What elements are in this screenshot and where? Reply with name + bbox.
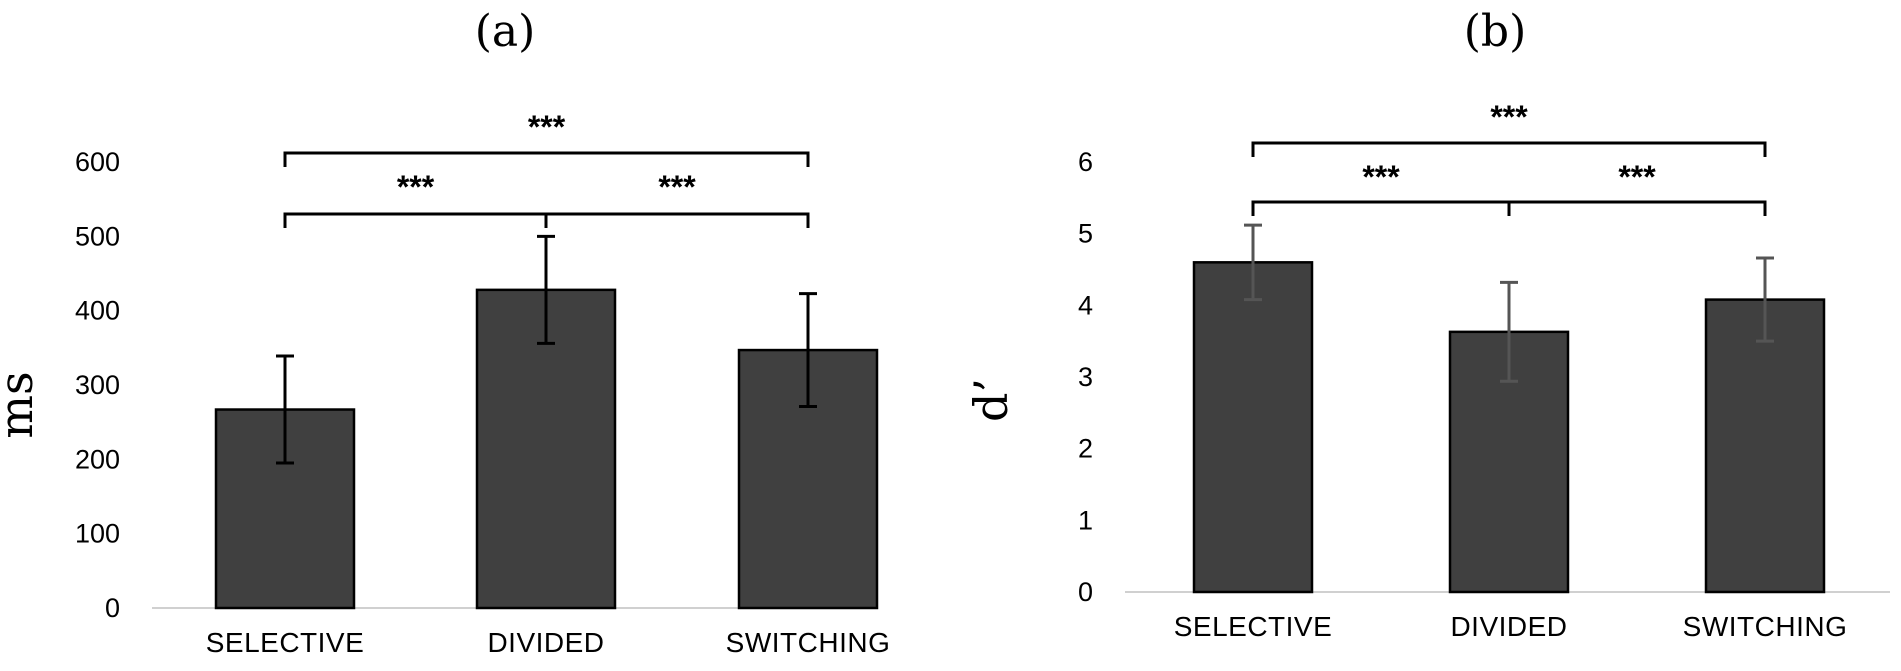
y-tick-label: 500 [75, 221, 120, 251]
y-tick-label: 3 [1078, 362, 1093, 392]
x-category-label: SWITCHING [726, 627, 891, 658]
bar-switching [1704, 298, 1826, 594]
panel-label: (b) [1464, 6, 1527, 57]
significance-bracket [544, 212, 810, 228]
y-tick-label: 300 [75, 370, 120, 400]
significance-bracket [283, 151, 810, 167]
y-tick-label: 2 [1078, 434, 1093, 464]
y-tick-label: 5 [1078, 219, 1093, 249]
significance-label: *** [1618, 159, 1656, 195]
x-category-label: SELECTIVE [206, 627, 365, 658]
y-tick-label: 0 [1078, 577, 1093, 607]
bar-selective [1192, 261, 1314, 594]
y-axis-title: ms [0, 371, 43, 438]
significance-bracket [283, 212, 548, 228]
significance-label: *** [1362, 159, 1400, 195]
y-tick-label: 600 [75, 147, 120, 177]
significance-label: *** [528, 109, 566, 145]
significance-label: *** [658, 169, 696, 205]
panel-a: (a) ms 0 100 200 300 400 500 600 SELECTIVE DIVIDED… [0, 6, 890, 658]
y-axis-title: d’ [964, 378, 1018, 422]
x-category-label: SELECTIVE [1174, 611, 1333, 642]
y-tick-label: 400 [75, 296, 120, 326]
y-tick-label: 0 [105, 593, 120, 623]
y-tick-label: 200 [75, 444, 120, 474]
significance-label: *** [397, 169, 435, 205]
y-tick-label: 4 [1078, 290, 1093, 320]
x-category-label: DIVIDED [487, 627, 604, 658]
panel-b: (b) d’ 0 1 2 3 4 5 6 SELECTIVE DIVIDED SWITCHING ***… [964, 6, 1890, 642]
x-category-label: SWITCHING [1683, 611, 1848, 642]
significance-label: *** [1490, 99, 1528, 135]
y-tick-label: 1 [1078, 505, 1093, 535]
x-category-label: DIVIDED [1450, 611, 1567, 642]
significance-bracket [1507, 200, 1767, 216]
y-tick-label: 6 [1078, 147, 1093, 177]
significance-bracket [1251, 200, 1511, 216]
y-tick-label: 100 [75, 519, 120, 549]
significance-bracket [1251, 141, 1767, 157]
panel-label: (a) [475, 6, 536, 57]
